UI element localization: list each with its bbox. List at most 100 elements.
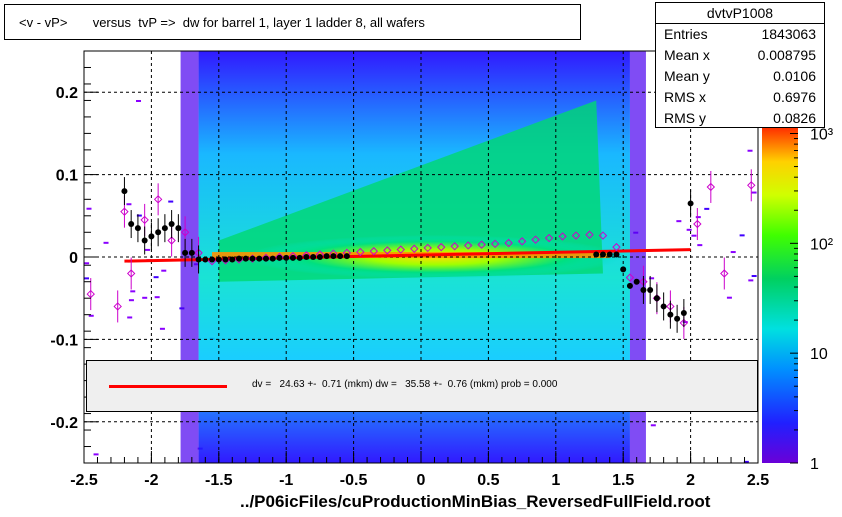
black-point	[674, 315, 681, 322]
black-point	[128, 221, 135, 228]
magenta-point	[706, 182, 716, 192]
sparse-cell	[650, 424, 656, 427]
chart-title: <v - vP> versus tvP => dw for barrel 1, …	[19, 15, 425, 30]
black-point	[195, 256, 202, 263]
stats-value: 0.008795	[757, 47, 816, 63]
sparse-cell	[649, 277, 655, 280]
black-point	[148, 233, 155, 240]
x-tick-label: 1.5	[612, 472, 634, 489]
sparse-cell	[93, 453, 99, 456]
z-tick-label: 10³	[810, 126, 834, 143]
file-path-label: ../P06icFiles/cuProductionMinBias_Revers…	[240, 492, 711, 511]
black-point	[330, 253, 337, 260]
black-point	[316, 254, 323, 260]
black-point	[242, 255, 249, 262]
black-point	[606, 251, 613, 258]
black-point	[134, 225, 141, 232]
sparse-cell	[751, 275, 757, 278]
sparse-cell	[84, 277, 90, 280]
sparse-cell	[730, 251, 736, 254]
sparse-cell	[747, 149, 753, 152]
magenta-point	[571, 231, 581, 240]
sparse-cell	[136, 214, 142, 217]
black-point	[647, 286, 654, 293]
magenta-point	[463, 241, 473, 250]
magenta-point	[504, 238, 513, 248]
magenta-point	[585, 230, 594, 239]
black-point	[303, 254, 310, 260]
z-tick-label: 10²	[810, 236, 834, 253]
x-tick-label: -0.5	[340, 472, 368, 489]
black-point	[626, 282, 633, 289]
sparse-cell	[144, 248, 150, 251]
sparse-cell	[686, 228, 692, 231]
fit-legend-box: dv = 24.63 +- 0.71 (mkm) dw = 35.58 +- 0…	[86, 360, 758, 412]
magenta-point	[598, 231, 608, 240]
stats-row-entries: Entries 1843063	[656, 24, 824, 45]
color-scale-bar	[762, 128, 798, 463]
stats-row-mean-y: Mean y 0.0106	[656, 66, 824, 87]
black-point	[323, 253, 330, 260]
black-point	[680, 310, 687, 317]
magenta-point	[720, 269, 729, 278]
black-point	[310, 254, 317, 260]
sparse-cell	[153, 276, 159, 279]
sparse-cell	[136, 99, 142, 102]
z-tick-label: 10	[810, 346, 828, 363]
stats-label: Mean y	[664, 68, 710, 84]
magenta-point	[86, 289, 95, 299]
sparse-cell	[743, 460, 749, 463]
black-point	[269, 255, 276, 262]
sparse-cell	[88, 314, 94, 317]
black-point	[593, 251, 600, 258]
magenta-point	[517, 237, 527, 246]
black-point	[209, 256, 216, 263]
black-point	[296, 254, 303, 261]
black-point	[620, 266, 627, 273]
y-tick-label: 0.1	[56, 168, 78, 185]
black-point	[337, 253, 344, 260]
black-point	[283, 254, 290, 261]
magenta-point	[490, 239, 500, 249]
black-point	[236, 255, 243, 262]
magenta-point	[396, 245, 405, 254]
magenta-point	[450, 242, 459, 251]
band-core	[218, 100, 603, 282]
black-point	[141, 237, 148, 244]
stats-row-rms-x: RMS x 0.6976	[656, 87, 824, 108]
sparse-cell	[103, 241, 109, 244]
black-point	[222, 256, 229, 263]
color-scale: 1 10 10² 10³	[762, 126, 834, 473]
black-point	[667, 311, 674, 318]
sparse-cell	[126, 203, 132, 206]
black-point	[161, 225, 168, 232]
sparse-cell	[142, 296, 148, 299]
stats-value: 0.0106	[773, 68, 816, 84]
title-box: <v - vP> versus tvP => dw for barrel 1, …	[4, 4, 581, 40]
magenta-point	[180, 228, 190, 237]
sparse-cell	[726, 296, 732, 299]
magenta-point	[423, 243, 432, 253]
sparse-cell	[751, 191, 757, 194]
magenta-point	[625, 273, 635, 282]
x-tick-label: -2.5	[70, 472, 98, 489]
black-point	[633, 278, 640, 285]
stats-value: 1843063	[761, 26, 816, 42]
magenta-point	[369, 247, 379, 256]
stats-label: Mean x	[664, 47, 710, 63]
x-tick-label: -2	[144, 472, 158, 489]
z-tick-label: 1	[810, 456, 819, 473]
magenta-point	[544, 233, 554, 243]
magenta-point	[126, 269, 136, 278]
sparse-cell	[86, 207, 92, 210]
sparse-cell	[682, 321, 688, 324]
magenta-point	[153, 195, 163, 204]
sparse-cell	[691, 234, 697, 237]
sparse-cell	[159, 327, 165, 330]
black-point	[168, 221, 175, 228]
black-point	[687, 200, 694, 207]
sparse-cell	[127, 316, 133, 319]
black-point	[653, 295, 660, 302]
stats-label: RMS y	[664, 110, 706, 126]
sparse-cell	[695, 216, 701, 219]
